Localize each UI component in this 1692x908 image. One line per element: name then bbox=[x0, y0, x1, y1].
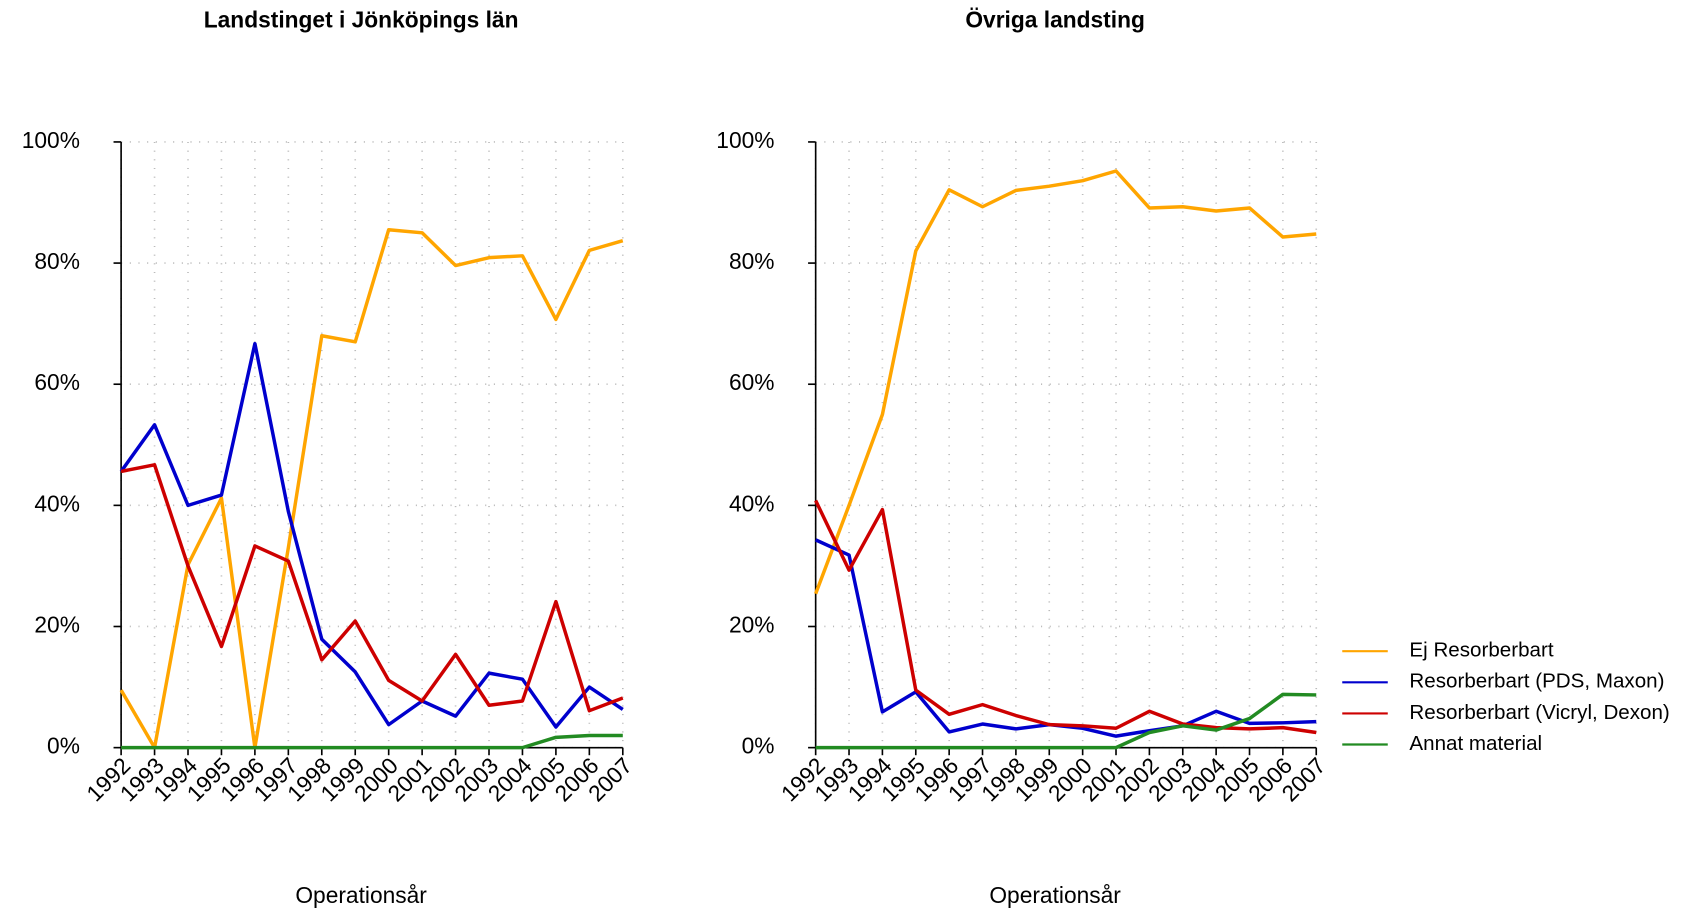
y-tick-label: 20% bbox=[34, 612, 80, 638]
y-tick-label: 40% bbox=[729, 490, 775, 516]
series-line bbox=[120, 463, 624, 713]
y-tick-label: 60% bbox=[34, 369, 80, 395]
series-line bbox=[119, 228, 624, 750]
y-tick-label: 80% bbox=[729, 248, 775, 274]
series-line bbox=[814, 169, 1317, 595]
series-line bbox=[815, 692, 1317, 750]
chart-title: Övriga landsting bbox=[965, 7, 1145, 33]
y-tick-label: 60% bbox=[729, 369, 775, 395]
y-tick-label: 100% bbox=[22, 127, 80, 153]
series-line bbox=[814, 538, 1317, 738]
y-tick-label: 80% bbox=[34, 248, 80, 274]
legend-label: Ej Resorberbart bbox=[1409, 639, 1553, 662]
y-tick-label: 0% bbox=[47, 733, 80, 759]
chart-title: Landstinget i Jönköpings län bbox=[204, 7, 519, 33]
y-tick-label: 0% bbox=[742, 733, 775, 759]
series-line bbox=[814, 499, 1317, 735]
x-axis-label: Operationsår bbox=[295, 882, 427, 908]
y-tick-label: 100% bbox=[716, 127, 774, 153]
legend-label: Resorberbart (PDS, Maxon) bbox=[1409, 670, 1664, 693]
legend-label: Annat material bbox=[1409, 732, 1542, 755]
x-axis-label: Operationsår bbox=[989, 882, 1121, 908]
y-tick-label: 20% bbox=[729, 612, 775, 638]
series-line bbox=[119, 341, 624, 729]
series-line bbox=[121, 733, 623, 750]
legend-label: Resorberbart (Vicryl, Dexon) bbox=[1409, 701, 1669, 724]
y-tick-label: 40% bbox=[34, 490, 80, 516]
